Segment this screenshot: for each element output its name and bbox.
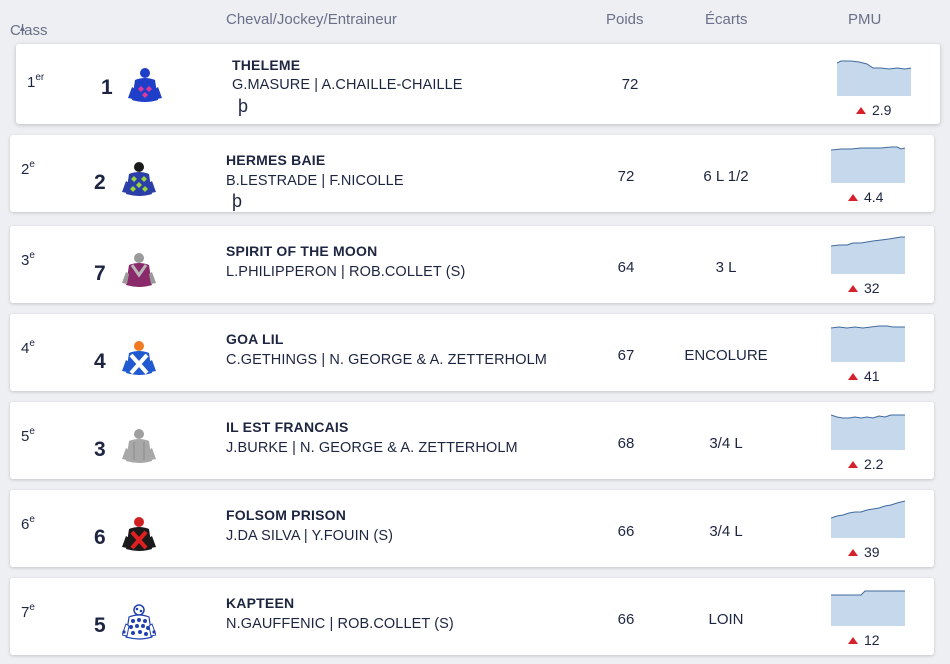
- blue-white-spots-silk-icon: [122, 604, 156, 640]
- rank: 5e: [21, 426, 35, 445]
- rank: 1er: [27, 72, 45, 91]
- odds: 12: [848, 632, 880, 648]
- horse-number: 2: [94, 171, 106, 194]
- gap-value: 6 L 1/2: [703, 168, 749, 185]
- table-row[interactable]: 2e 2 HERMES BAIE B.LESTRADE | F.NICOLLE …: [10, 135, 934, 212]
- pmu-column-header: PMU: [848, 11, 882, 28]
- gap-value: 3/4 L: [709, 435, 743, 452]
- table-row[interactable]: 6e 6 FOLSOM PRISON J.DA SILVA | Y.FOUIN …: [10, 490, 934, 567]
- odds-up-icon: [848, 284, 858, 292]
- grey-silk-icon: [122, 429, 156, 463]
- weight-value: 68: [617, 435, 635, 452]
- horse-name[interactable]: GOA LIL: [226, 331, 284, 347]
- jockey-trainer: J.DA SILVA | Y.FOUIN (S): [226, 528, 394, 544]
- weight-value: 66: [617, 523, 635, 540]
- blue-white-cross-silk-icon: [122, 341, 156, 375]
- odds-sparkline: [831, 414, 905, 450]
- odds-up-icon: [856, 106, 866, 114]
- table-row[interactable]: 1er 1 THELEME G.MASURE | A.CHAILLE-CHAIL…: [16, 44, 940, 124]
- gap-value: ENCOLURE: [684, 347, 768, 364]
- jockey-trainer: N.GAUFFENIC | ROB.COLLET (S): [226, 616, 454, 632]
- rank: 2e: [21, 159, 35, 178]
- table-header: Class ▲ Cheval/Jockey/Entraineur Poids É…: [0, 0, 950, 40]
- odds-up-icon: [848, 460, 858, 468]
- odds-up-icon: [848, 193, 858, 201]
- black-red-cross-silk-icon: [122, 517, 156, 551]
- horse-number: 4: [94, 350, 106, 373]
- equipment-symbol: þ: [238, 96, 249, 116]
- table-row[interactable]: 7e 5 KAPTEEN N.GAUFFENIC | ROB.COLLET (S…: [10, 578, 934, 655]
- jockey-trainer: L.PHILIPPERON | ROB.COLLET (S): [226, 264, 466, 280]
- horse-name[interactable]: IL EST FRANCAIS: [226, 419, 349, 435]
- horse-name[interactable]: FOLSOM PRISON: [226, 507, 347, 523]
- odds-up-icon: [848, 636, 858, 644]
- rank: 3e: [21, 250, 35, 269]
- horse-name[interactable]: KAPTEEN: [226, 595, 295, 611]
- odds: 39: [848, 544, 880, 560]
- equipment-symbol: þ: [232, 191, 243, 211]
- sort-ascending-icon[interactable]: ▲: [18, 23, 27, 33]
- gap-value: 3/4 L: [709, 523, 743, 540]
- green-check-silk-icon: [122, 162, 156, 196]
- horse-name[interactable]: HERMES BAIE: [226, 152, 326, 168]
- weight-value: 64: [617, 259, 635, 276]
- rank: 6e: [21, 514, 35, 533]
- gap-value: LOIN: [708, 611, 744, 628]
- odds: 32: [848, 280, 880, 296]
- class-column-label: Class: [10, 22, 48, 39]
- weight-value: 67: [617, 347, 635, 364]
- weight-value: 72: [617, 168, 635, 185]
- odds-up-icon: [848, 372, 858, 380]
- horse-name[interactable]: THELEME: [232, 57, 301, 73]
- jockey-trainer: B.LESTRADE | F.NICOLLE: [226, 173, 404, 189]
- horse-column-header: Cheval/Jockey/Entraineur: [226, 11, 397, 28]
- poids-column-header: Poids: [606, 11, 644, 28]
- odds-up-icon: [848, 548, 858, 556]
- ecarts-column-header: Écarts: [705, 11, 748, 28]
- horse-number: 1: [101, 76, 113, 99]
- purple-grey-silk-icon: [122, 253, 156, 287]
- rank: 4e: [21, 338, 35, 357]
- gap-value: 3 L: [715, 259, 737, 276]
- table-row[interactable]: 3e 7 SPIRIT OF THE MOON L.PHILIPPERON | …: [10, 226, 934, 303]
- blue-red-diamonds-silk-icon: [128, 68, 162, 102]
- jockey-trainer: G.MASURE | A.CHAILLE-CHAILLE: [232, 77, 463, 93]
- weight-value: 66: [617, 611, 635, 628]
- table-row[interactable]: 5e 3 IL EST FRANCAIS J.BURKE | N. GEORGE…: [10, 402, 934, 479]
- odds: 4.4: [848, 189, 883, 205]
- table-row[interactable]: 4e 4 GOA LIL C.GETHINGS | N. GEORGE & A.…: [10, 314, 934, 391]
- horse-name[interactable]: SPIRIT OF THE MOON: [226, 243, 378, 259]
- horse-number: 3: [94, 438, 106, 461]
- weight-value: 72: [621, 76, 639, 93]
- horse-number: 5: [94, 614, 106, 637]
- odds-sparkline: [837, 60, 911, 96]
- rank: 7e: [21, 602, 35, 621]
- odds: 2.2: [848, 456, 883, 472]
- odds-sparkline: [831, 590, 905, 626]
- odds-sparkline: [831, 146, 905, 183]
- odds: 41: [848, 368, 880, 384]
- odds-sparkline: [831, 236, 905, 274]
- jockey-trainer: C.GETHINGS | N. GEORGE & A. ZETTERHOLM: [226, 352, 547, 368]
- horse-number: 6: [94, 526, 106, 549]
- odds-sparkline: [831, 325, 905, 362]
- jockey-trainer: J.BURKE | N. GEORGE & A. ZETTERHOLM: [226, 440, 518, 456]
- horse-number: 7: [94, 262, 106, 285]
- odds-sparkline: [831, 500, 905, 538]
- odds: 2.9: [856, 102, 891, 118]
